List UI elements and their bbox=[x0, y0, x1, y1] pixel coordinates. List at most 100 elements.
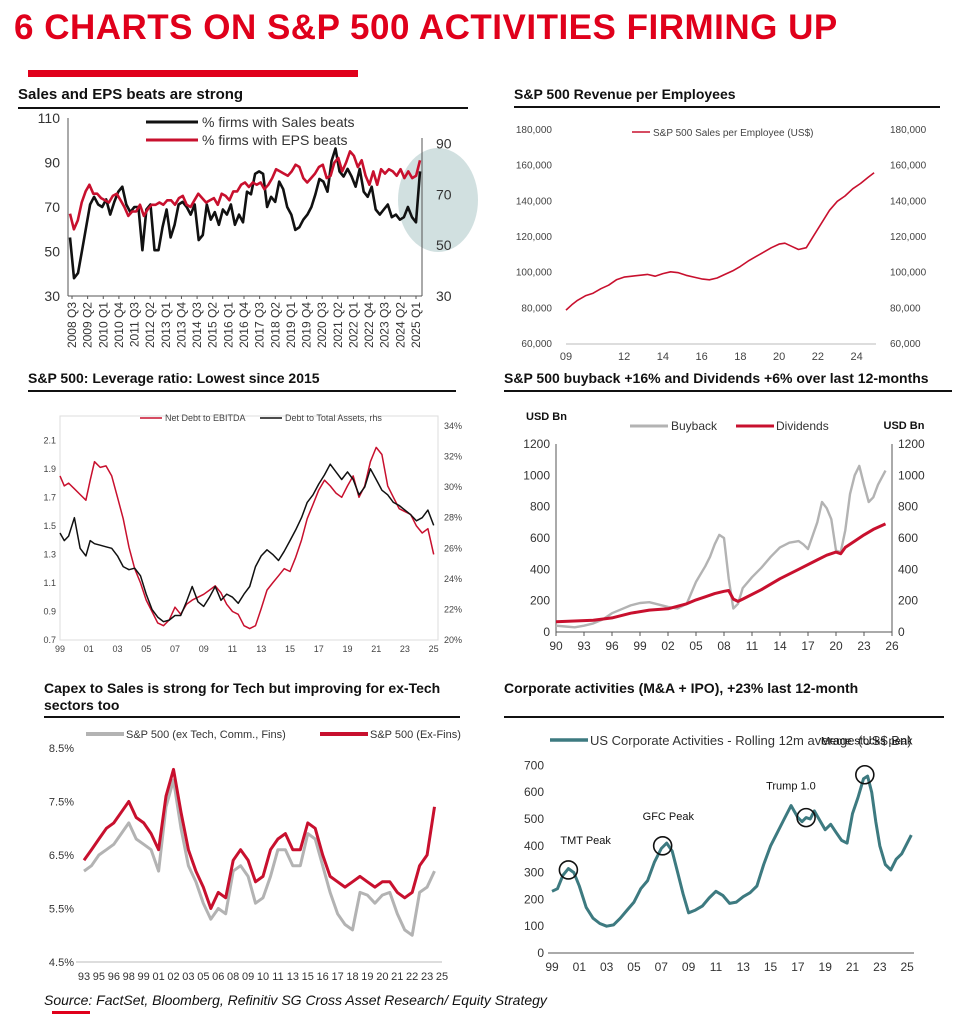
x-tick-label: 99 bbox=[545, 960, 559, 974]
y2-tick-label: 600 bbox=[898, 531, 918, 545]
legend-label: Dividends bbox=[776, 419, 829, 433]
x-tick-label: 2010 Q1 bbox=[96, 302, 110, 348]
x-tick-label: 2009 Q2 bbox=[81, 302, 95, 348]
annotation-label: Trump 1.0 bbox=[766, 781, 816, 793]
x-tick-label: 05 bbox=[197, 971, 209, 983]
x-tick-label: 19 bbox=[819, 960, 833, 974]
x-tick-label: 21 bbox=[371, 644, 381, 654]
x-tick-label: 08 bbox=[717, 639, 731, 653]
y-tick-label: 90 bbox=[44, 155, 60, 171]
series-line-ex-tech bbox=[83, 778, 436, 937]
y2-tick-label: 1000 bbox=[898, 468, 925, 482]
x-tick-label: 23 bbox=[421, 971, 433, 983]
x-tick-label: 25 bbox=[436, 971, 448, 983]
y-tick-label: 0 bbox=[543, 625, 550, 639]
x-tick-label: 25 bbox=[429, 644, 439, 654]
x-tick-label: 06 bbox=[212, 971, 224, 983]
x-tick-label: 17 bbox=[791, 960, 805, 974]
x-tick-label: 96 bbox=[605, 639, 619, 653]
x-tick-label: 2021 Q2 bbox=[331, 302, 345, 348]
x-tick-label: 09 bbox=[199, 644, 209, 654]
panel-corporate-activities: Corporate activities (M&A + IPO), +23% l… bbox=[504, 680, 950, 980]
y-tick-label: 1200 bbox=[523, 437, 550, 451]
x-tick-label: 17 bbox=[801, 639, 815, 653]
chart-title: S&P 500: Leverage ratio: Lowest since 20… bbox=[28, 370, 320, 386]
x-tick-label: 21 bbox=[846, 960, 860, 974]
y-tick-label: 80,000 bbox=[521, 303, 552, 314]
y-tick-label: 8.5% bbox=[49, 743, 74, 755]
x-tick-label: 2016 Q4 bbox=[237, 302, 251, 348]
x-tick-label: 10 bbox=[257, 971, 269, 983]
x-tick-label: 21 bbox=[391, 971, 403, 983]
x-tick-label: 05 bbox=[689, 639, 703, 653]
series-line-sales-per-employee bbox=[565, 172, 875, 311]
x-tick-label: 2020 Q3 bbox=[315, 302, 329, 348]
annotation-circle bbox=[855, 764, 875, 785]
x-tick-label: 19 bbox=[361, 971, 373, 983]
y2-tick-label: 90 bbox=[436, 135, 452, 151]
y-tick-label: 1.1 bbox=[43, 578, 56, 588]
x-tick-label: 2024 Q2 bbox=[393, 302, 407, 348]
y2-tick-label: 400 bbox=[898, 562, 918, 576]
y2-tick-label: 34% bbox=[444, 421, 462, 431]
panel-leverage: S&P 500: Leverage ratio: Lowest since 20… bbox=[28, 370, 468, 662]
x-tick-label: 09 bbox=[682, 960, 696, 974]
y2-tick-label: 30 bbox=[436, 288, 452, 304]
y-tick-label: 1000 bbox=[523, 468, 550, 482]
title-rule bbox=[514, 106, 940, 108]
chart-buyback: USD Bn USD Bn 0 0 200 200 400 400 600 600 800 800 10… bbox=[523, 411, 925, 653]
x-tick-label: 90 bbox=[549, 639, 563, 653]
y2-tick-label: 180,000 bbox=[890, 125, 927, 136]
annotation-circle bbox=[796, 807, 816, 828]
title-rule bbox=[504, 390, 952, 392]
title-rule bbox=[504, 716, 944, 718]
x-tick-label: 13 bbox=[737, 960, 751, 974]
x-tick-label: 03 bbox=[182, 971, 194, 983]
y2-tick-label: 30% bbox=[444, 482, 462, 492]
y-tick-label: 200 bbox=[524, 892, 544, 906]
annotation-label: Meme stocks peak bbox=[821, 736, 913, 748]
x-tick-label: 17 bbox=[331, 971, 343, 983]
y-tick-label: 50 bbox=[44, 244, 60, 260]
y-tick-label: 1.5 bbox=[43, 521, 56, 531]
y-tick-label: 5.5% bbox=[49, 904, 74, 916]
chart-leverage: 0.7 0.9 1.1 1.3 1.5 1.7 1.9 2.1 20% 22% 24% 26% 28% 3… bbox=[43, 413, 462, 654]
x-tick-label: 2012 Q2 bbox=[143, 302, 157, 348]
chart-title: Capex to Sales is strong for Tech but im… bbox=[44, 680, 441, 713]
y-tick-label: 60,000 bbox=[521, 339, 552, 350]
x-tick-label: 11 bbox=[228, 644, 237, 654]
series-line-corporate-activities bbox=[551, 774, 913, 928]
y2-tick-label: 120,000 bbox=[890, 232, 927, 243]
x-tick-label: 99 bbox=[55, 644, 65, 654]
panel-buyback: S&P 500 buyback +16% and Dividends +6% o… bbox=[504, 370, 954, 662]
x-tick-label: 96 bbox=[108, 971, 120, 983]
x-tick-label: 99 bbox=[138, 971, 150, 983]
annotation-label: TMT Peak bbox=[560, 835, 611, 847]
y-tick-label: 1.7 bbox=[43, 492, 56, 502]
y-tick-label: 400 bbox=[530, 562, 550, 576]
x-tick-label: 03 bbox=[112, 644, 122, 654]
chart-title: Sales and EPS beats are strong bbox=[18, 86, 244, 103]
x-tick-label: 25 bbox=[900, 960, 914, 974]
chart-title: Corporate activities (M&A + IPO), +23% l… bbox=[504, 680, 859, 696]
y-axis-title: USD Bn bbox=[526, 411, 567, 423]
x-tick-label: 18 bbox=[346, 971, 358, 983]
x-tick-label: 95 bbox=[93, 971, 105, 983]
highlight-ellipse bbox=[398, 148, 478, 252]
y2-tick-label: 24% bbox=[444, 574, 462, 584]
x-tick-label: 2010 Q4 bbox=[112, 302, 126, 348]
x-tick-label: 22 bbox=[406, 971, 418, 983]
y2-axis-title: USD Bn bbox=[884, 420, 925, 432]
x-tick-label: 22 bbox=[812, 351, 824, 363]
y2-tick-label: 22% bbox=[444, 604, 462, 614]
x-tick-label: 2008 Q3 bbox=[65, 302, 79, 348]
x-tick-label: 2013 Q1 bbox=[159, 302, 173, 348]
y2-tick-label: 28% bbox=[444, 513, 462, 523]
x-tick-label: 2019 Q1 bbox=[284, 302, 298, 348]
y-tick-label: 140,000 bbox=[516, 196, 553, 207]
x-tick-label: 2022 Q4 bbox=[362, 302, 376, 348]
y2-tick-label: 50 bbox=[436, 237, 452, 253]
y2-tick-label: 20% bbox=[444, 635, 462, 645]
x-tick-label: 2016 Q1 bbox=[221, 302, 235, 348]
legend-label: S&P 500 Sales per Employee (US$) bbox=[653, 128, 813, 139]
